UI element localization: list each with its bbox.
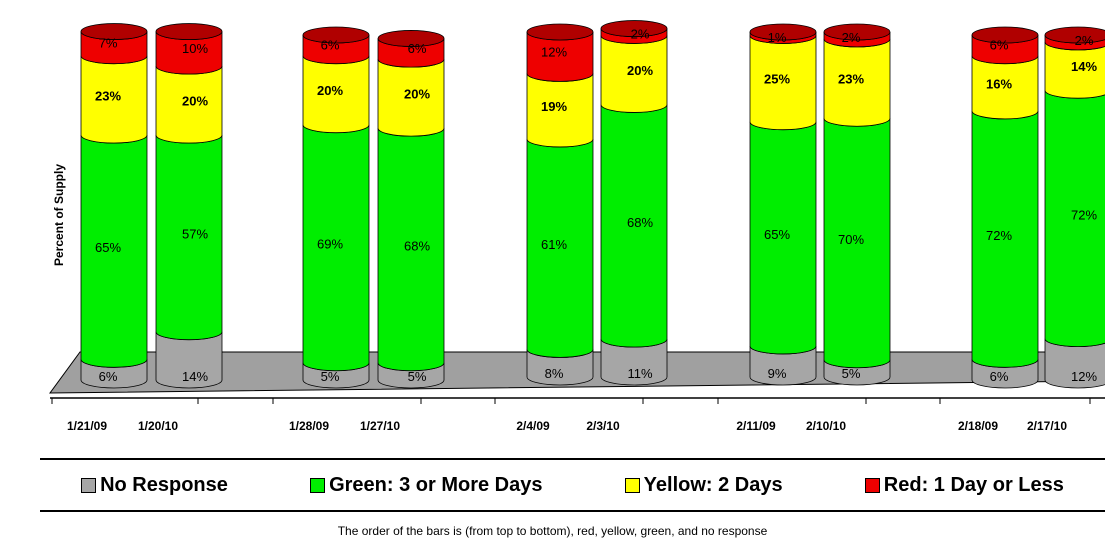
data-label: 57%	[182, 226, 208, 241]
data-label: 69%	[317, 237, 343, 252]
bar-top-cap	[823, 23, 891, 41]
bar-2-3-10: 11% 68% 20% 2%	[600, 20, 668, 386]
bar-top-cap	[80, 23, 148, 40]
legend-swatch	[81, 477, 97, 493]
bar-top-cap	[1044, 26, 1105, 44]
data-label: 61%	[541, 237, 567, 252]
legend-label: Yellow: 2 Days	[643, 473, 783, 496]
bar-2-4-09: 8% 61% 19% 12%	[526, 23, 594, 386]
legend-item: Yellow: 2 Days	[624, 473, 783, 497]
x-tick-label: 1/21/09	[67, 419, 107, 433]
data-label: 70%	[838, 232, 864, 247]
bar-top-cap	[971, 26, 1039, 44]
data-label: 6%	[990, 37, 1009, 52]
stacked-bar-chart: 6% 65% 23% 7% 14% 57% 20% 10% 5% 69% 20% 6% 5% 68% 20%…	[49, 20, 1105, 433]
legend-label: Red: 1 Day or Less	[883, 473, 1064, 496]
bar-1-20-10: 14% 57% 20% 10%	[155, 23, 223, 389]
bar-top-cap	[302, 26, 370, 44]
data-label: 8%	[545, 366, 564, 381]
data-label: 9%	[768, 366, 787, 381]
legend-label: No Response	[100, 473, 228, 496]
bar-top-cap	[155, 23, 223, 40]
bar-2-11-09: 9% 65% 25% 1%	[749, 23, 817, 386]
bar-1-28-09: 5% 69% 20% 6%	[302, 26, 370, 389]
x-tick-label: 2/4/09	[516, 419, 550, 433]
data-label: 6%	[321, 37, 340, 52]
legend-label: Green: 3 or More Days	[329, 473, 543, 496]
bar-top-cap	[600, 20, 668, 37]
data-label: 65%	[764, 227, 790, 242]
data-label: 12%	[541, 45, 567, 60]
data-label: 19%	[541, 99, 567, 114]
bar-top-cap	[377, 30, 445, 47]
bar-2-17-10: 12% 72% 14% 2%	[1044, 26, 1105, 389]
bar-1-21-09: 6% 65% 23% 7%	[80, 23, 148, 389]
legend-swatch	[624, 477, 640, 493]
x-tick-label: 2/17/10	[1027, 419, 1067, 433]
data-label: 14%	[1071, 59, 1097, 74]
data-label: 2%	[1075, 33, 1094, 48]
x-tick-label: 2/18/09	[958, 419, 998, 433]
x-tick-label: 1/27/10	[360, 419, 400, 433]
legend-item: Green: 3 or More Days	[310, 474, 542, 497]
bar-2-18-09: 6% 72% 16% 6%	[971, 26, 1039, 389]
data-label: 23%	[95, 88, 121, 103]
data-label: 25%	[764, 72, 790, 87]
x-tick-label: 2/11/09	[736, 419, 776, 433]
legend-item: Red: 1 Day or Less	[864, 473, 1064, 497]
data-label: 10%	[182, 41, 208, 56]
data-label: 16%	[986, 76, 1012, 91]
legend-swatch	[310, 477, 326, 493]
data-label: 6%	[408, 41, 427, 56]
data-label: 23%	[838, 72, 864, 87]
x-tick-label: 2/10/10	[806, 419, 846, 433]
data-label: 5%	[321, 369, 340, 384]
chart-note: The order of the bars is (from top to bo…	[337, 524, 768, 538]
data-label: 20%	[627, 63, 653, 78]
data-label: 6%	[99, 369, 118, 384]
data-label: 11%	[627, 366, 652, 381]
data-label: 7%	[99, 36, 118, 51]
data-label: 65%	[95, 240, 121, 255]
data-label: 72%	[986, 228, 1012, 243]
data-label: 68%	[404, 238, 430, 253]
bar-2-10-10: 5% 70% 23% 2%	[823, 23, 891, 386]
bar-top-cap	[526, 23, 594, 41]
legend-item: No Response	[81, 474, 228, 497]
data-label: 1%	[768, 30, 787, 45]
bar-1-27-10: 5% 68% 20% 6%	[377, 30, 445, 389]
x-tick-label: 1/20/10	[138, 419, 178, 433]
data-label: 2%	[631, 27, 650, 42]
data-label: 20%	[317, 83, 343, 98]
legend-swatch	[864, 477, 880, 493]
data-label: 6%	[990, 369, 1009, 384]
x-tick-label: 2/3/10	[586, 419, 620, 433]
data-label: 20%	[182, 94, 208, 109]
data-label: 68%	[627, 215, 653, 230]
data-label: 5%	[408, 369, 427, 384]
legend: No Response Green: 3 or More Days Yellow: …	[40, 458, 1105, 512]
x-tick-label: 1/28/09	[289, 419, 329, 433]
data-label: 12%	[1071, 369, 1097, 384]
data-label: 20%	[404, 87, 430, 102]
data-label: 72%	[1071, 207, 1097, 222]
data-label: 14%	[182, 369, 208, 384]
data-label: 2%	[842, 30, 861, 45]
data-label: 5%	[842, 366, 861, 381]
bar-top-cap	[749, 23, 817, 41]
y-axis-label: Percent of Supply	[52, 164, 66, 266]
